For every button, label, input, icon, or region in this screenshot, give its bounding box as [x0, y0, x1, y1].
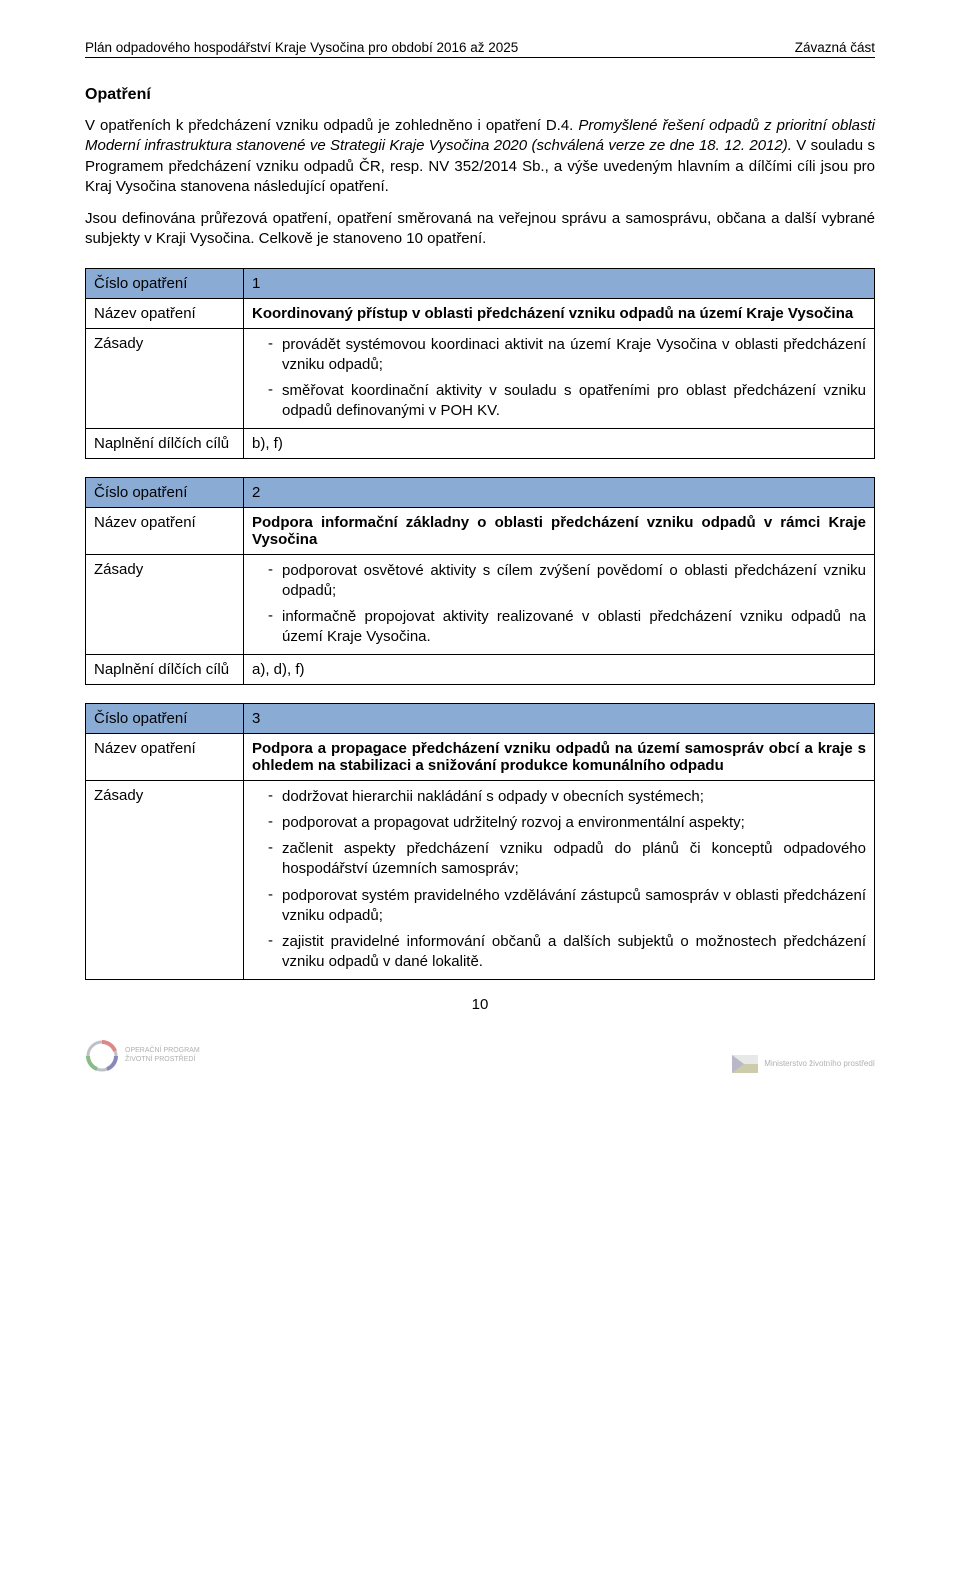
footer: OPERAČNÍ PROGRAM ŽIVOTNÍ PROSTŘEDÍ Minis…: [0, 1039, 960, 1095]
intro-paragraph-1: V opatřeních k předcházení vzniku odpadů…: [85, 116, 875, 197]
label-cislo: Číslo opatření: [86, 268, 244, 298]
measure-1-number: 1: [244, 268, 875, 298]
page-number: 10: [85, 996, 875, 1013]
program-logo-icon: [85, 1039, 119, 1073]
measure-3-zasada-3: podporovat systém pravidelného vzděláván…: [282, 886, 866, 927]
header-divider: [85, 57, 875, 58]
label-cislo: Číslo opatření: [86, 477, 244, 507]
measure-2-number: 2: [244, 477, 875, 507]
header-right: Závazná část: [795, 40, 875, 55]
measure-3-zasada-1: podporovat a propagovat udržitelný rozvo…: [282, 813, 866, 833]
measure-table-3: Číslo opatření 3 Název opatření Podpora …: [85, 703, 875, 980]
label-nazev: Název opatření: [86, 507, 244, 554]
measure-2-zasada-1: informačně propojovat aktivity realizova…: [282, 607, 866, 648]
measure-2-name: Podpora informační základny o oblasti př…: [244, 507, 875, 554]
label-naplneni: Naplnění dílčích cílů: [86, 654, 244, 684]
intro-p1-a: V opatřeních k předcházení vzniku odpadů…: [85, 117, 578, 134]
measure-3-zasada-4: zajistit pravidelné informování občanů a…: [282, 932, 866, 973]
measure-table-2: Číslo opatření 2 Název opatření Podpora …: [85, 477, 875, 685]
measure-table-1: Číslo opatření 1 Název opatření Koordino…: [85, 268, 875, 459]
label-zasady: Zásady: [86, 554, 244, 654]
measure-1-zasada-1: směřovat koordinační aktivity v souladu …: [282, 381, 866, 422]
label-zasady: Zásady: [86, 328, 244, 428]
measure-3-name: Podpora a propagace předcházení vzniku o…: [244, 733, 875, 780]
section-heading: Opatření: [85, 86, 875, 104]
measure-1-naplneni: b), f): [244, 428, 875, 458]
label-cislo: Číslo opatření: [86, 703, 244, 733]
header-left: Plán odpadového hospodářství Kraje Vysoč…: [85, 40, 518, 55]
footer-right: Ministerstvo životního prostředí: [732, 1055, 875, 1073]
footer-left: OPERAČNÍ PROGRAM ŽIVOTNÍ PROSTŘEDÍ: [85, 1039, 200, 1073]
measure-1-name: Koordinovaný přístup v oblasti předcháze…: [244, 298, 875, 328]
label-nazev: Název opatření: [86, 298, 244, 328]
measure-2-zasada-0: podporovat osvětové aktivity s cílem zvý…: [282, 561, 866, 602]
measure-3-zasada-0: dodržovat hierarchii nakládání s odpady …: [282, 787, 866, 807]
label-naplneni: Naplnění dílčích cílů: [86, 428, 244, 458]
label-nazev: Název opatření: [86, 733, 244, 780]
doc-header: Plán odpadového hospodářství Kraje Vysoč…: [85, 40, 875, 55]
footer-left-text: OPERAČNÍ PROGRAM ŽIVOTNÍ PROSTŘEDÍ: [125, 1047, 200, 1064]
document-page: Plán odpadového hospodářství Kraje Vysoč…: [0, 0, 960, 1039]
footer-right-text: Ministerstvo životního prostředí: [764, 1059, 875, 1069]
footer-left-line1: OPERAČNÍ PROGRAM: [125, 1047, 200, 1055]
measure-2-naplneni: a), d), f): [244, 654, 875, 684]
measure-1-zasada-0: provádět systémovou koordinaci aktivit n…: [282, 335, 866, 376]
measure-1-zasady: -provádět systémovou koordinaci aktivit …: [244, 328, 875, 428]
footer-left-line2: ŽIVOTNÍ PROSTŘEDÍ: [125, 1056, 200, 1064]
measure-3-number: 3: [244, 703, 875, 733]
cz-flag-icon: [732, 1055, 758, 1073]
measure-3-zasada-2: začlenit aspekty předcházení vzniku odpa…: [282, 839, 866, 880]
intro-paragraph-2: Jsou definována průřezová opatření, opat…: [85, 209, 875, 250]
measure-3-zasady: -dodržovat hierarchii nakládání s odpady…: [244, 780, 875, 979]
label-zasady: Zásady: [86, 780, 244, 979]
measure-2-zasady: -podporovat osvětové aktivity s cílem zv…: [244, 554, 875, 654]
